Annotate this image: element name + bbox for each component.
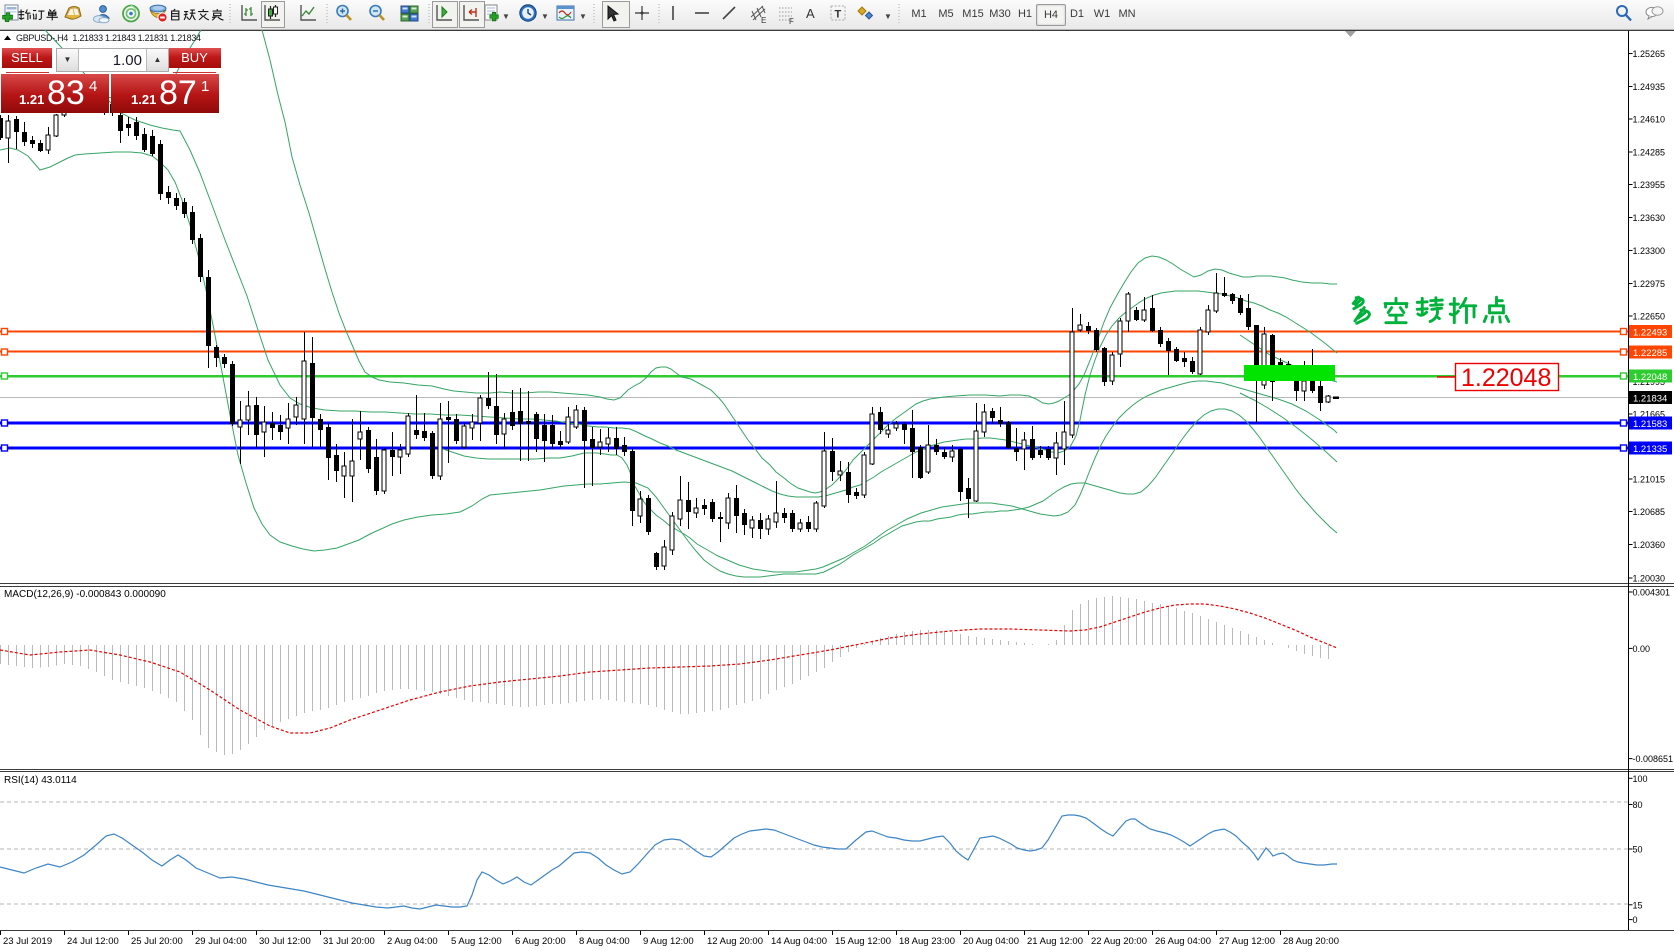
- svg-text:18 Aug 23:00: 18 Aug 23:00: [899, 936, 955, 947]
- svg-text:F: F: [789, 17, 794, 25]
- svg-text:1.22048: 1.22048: [1461, 364, 1551, 392]
- svg-text:24 Jul 12:00: 24 Jul 12:00: [67, 936, 119, 947]
- svg-text:GBPUSD-,H4 1.21833 1.21843 1.: GBPUSD-,H4 1.21833 1.21843 1.21831 1.218…: [16, 33, 201, 43]
- svg-text:T: T: [835, 9, 842, 21]
- svg-text:1.24285: 1.24285: [1633, 148, 1666, 158]
- svg-text:1.22975: 1.22975: [1633, 279, 1666, 289]
- svg-text:6 Aug 20:00: 6 Aug 20:00: [515, 936, 566, 947]
- svg-text:1.20685: 1.20685: [1633, 507, 1666, 517]
- svg-text:12 Aug 20:00: 12 Aug 20:00: [707, 936, 763, 947]
- svg-text:1.20030: 1.20030: [1633, 574, 1666, 584]
- svg-text:14 Aug 04:00: 14 Aug 04:00: [771, 936, 827, 947]
- svg-text:1.21583: 1.21583: [1633, 419, 1667, 430]
- svg-text:1.24935: 1.24935: [1633, 82, 1666, 92]
- svg-text:1.21665: 1.21665: [1633, 410, 1666, 420]
- svg-text:28 Aug 20:00: 28 Aug 20:00: [1283, 936, 1339, 947]
- svg-text:0.004301: 0.004301: [1633, 588, 1671, 598]
- svg-text:9 Aug 12:00: 9 Aug 12:00: [643, 936, 694, 947]
- svg-text:1.22048: 1.22048: [1633, 372, 1667, 383]
- svg-text:1.22650: 1.22650: [1633, 312, 1666, 322]
- svg-text:1.23630: 1.23630: [1633, 213, 1666, 223]
- svg-text:1.20360: 1.20360: [1633, 540, 1666, 550]
- svg-text:1.21015: 1.21015: [1633, 475, 1666, 485]
- svg-text:23 Jul 2019: 23 Jul 2019: [3, 936, 52, 947]
- svg-text:15 Aug 12:00: 15 Aug 12:00: [835, 936, 891, 947]
- svg-text:25 Jul 20:00: 25 Jul 20:00: [131, 936, 183, 947]
- svg-text:100: 100: [1633, 774, 1648, 784]
- svg-text:0.00: 0.00: [1633, 644, 1651, 654]
- svg-text:-0.008651: -0.008651: [1633, 754, 1674, 764]
- svg-text:1.23955: 1.23955: [1633, 180, 1666, 190]
- svg-text:22 Aug 20:00: 22 Aug 20:00: [1091, 936, 1147, 947]
- svg-text:2 Aug 04:00: 2 Aug 04:00: [387, 936, 438, 947]
- svg-text:80: 80: [1633, 800, 1643, 810]
- svg-text:1.22493: 1.22493: [1633, 327, 1667, 338]
- svg-text:20 Aug 04:00: 20 Aug 04:00: [963, 936, 1019, 947]
- svg-text:50: 50: [1633, 845, 1643, 855]
- svg-text:27 Aug 12:00: 27 Aug 12:00: [1219, 936, 1275, 947]
- svg-text:15: 15: [1633, 900, 1643, 910]
- svg-text:1.21834: 1.21834: [1633, 393, 1667, 404]
- svg-text:E: E: [761, 16, 766, 25]
- svg-text:RSI(14) 43.0114: RSI(14) 43.0114: [4, 775, 77, 786]
- svg-text:1.22285: 1.22285: [1633, 348, 1667, 359]
- svg-text:0: 0: [1633, 915, 1638, 925]
- svg-text:5 Aug 12:00: 5 Aug 12:00: [451, 936, 502, 947]
- svg-text:26 Aug 04:00: 26 Aug 04:00: [1155, 936, 1211, 947]
- svg-text:30 Jul 12:00: 30 Jul 12:00: [259, 936, 311, 947]
- svg-text:MACD(12,26,9) -0.000843 0.0000: MACD(12,26,9) -0.000843 0.000090: [4, 589, 166, 600]
- svg-text:1.24610: 1.24610: [1633, 115, 1666, 125]
- svg-text:1.25265: 1.25265: [1633, 49, 1666, 59]
- svg-text:1.23300: 1.23300: [1633, 246, 1666, 256]
- svg-text:21 Aug 12:00: 21 Aug 12:00: [1027, 936, 1083, 947]
- svg-text:8 Aug 04:00: 8 Aug 04:00: [579, 936, 630, 947]
- svg-text:1.21335: 1.21335: [1633, 444, 1667, 455]
- svg-text:29 Jul 04:00: 29 Jul 04:00: [195, 936, 247, 947]
- svg-text:31 Jul 20:00: 31 Jul 20:00: [323, 936, 375, 947]
